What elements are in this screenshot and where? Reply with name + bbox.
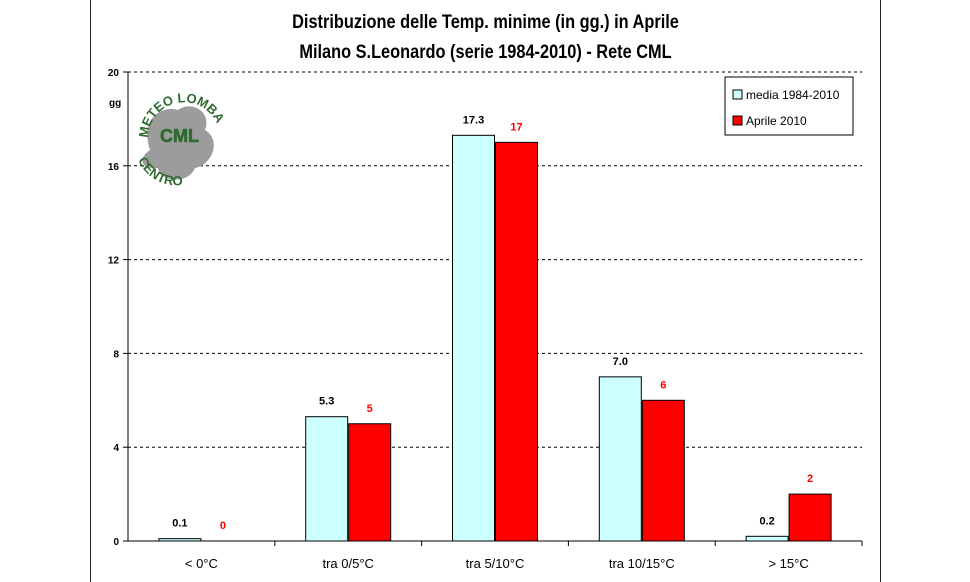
x-tick-label-4: > 15°C	[768, 556, 808, 571]
legend-label-media: media 1984-2010	[746, 88, 840, 102]
chart-title: Distribuzione delle Temp. minime (in gg.…	[292, 12, 679, 33]
legend-label-aprile: Aprile 2010	[746, 114, 807, 128]
legend-swatch-media	[732, 89, 743, 100]
data-label-media-4: 0.2	[759, 515, 774, 527]
cml-logo: METEO LOMBARDO CENTRO CML	[0, 0, 228, 188]
data-label-media-2: 17.3	[463, 114, 484, 126]
bar-aprile-2	[495, 141, 538, 542]
y-unit-label: gg	[109, 98, 121, 109]
x-tick-label-0: < 0°C	[185, 556, 218, 571]
bars	[158, 134, 832, 542]
bar-media-3	[598, 376, 642, 542]
data-label-aprile-1: 5	[367, 403, 373, 415]
data-label-media-1: 5.3	[319, 396, 334, 408]
y-tick-label-8: 8	[113, 349, 119, 360]
legend-swatch-aprile	[732, 115, 743, 126]
bar-aprile-4	[788, 493, 832, 542]
y-tick-label-12: 12	[108, 256, 120, 267]
data-label-aprile-3: 6	[660, 379, 666, 391]
data-label-media-0: 0.1	[172, 518, 187, 530]
bar-media-0	[158, 538, 202, 542]
data-label-aprile-4: 2	[807, 473, 813, 485]
logo-center-text: CML	[160, 126, 199, 146]
legend-box	[724, 76, 854, 136]
data-label-aprile-2: 17	[510, 121, 522, 133]
bar-media-2	[452, 134, 495, 542]
x-tick-label-1: tra 0/5°C	[322, 556, 373, 571]
bar-media-4	[745, 535, 789, 542]
bar-aprile-3	[641, 399, 685, 542]
chart-subtitle: Milano S.Leonardo (serie 1984-2010) - Re…	[299, 42, 672, 63]
y-tick-label-20: 20	[108, 68, 120, 79]
bar-aprile-1	[348, 423, 392, 542]
legend: media 1984-2010 Aprile 2010	[724, 76, 854, 136]
data-label-media-3: 7.0	[613, 356, 628, 368]
data-labels: 0.1 0 5.3 5 17.3 17 7.0 6 0.2 2	[172, 114, 813, 532]
x-tick-label-3: tra 10/15°C	[609, 556, 675, 571]
y-tick-label-16: 16	[108, 162, 120, 173]
bar-media-1	[305, 416, 349, 542]
y-tick-label-4: 4	[113, 443, 119, 454]
lombardy-map-shape	[142, 106, 214, 180]
y-tick-label-0: 0	[113, 537, 119, 548]
x-tick-label-2: tra 5/10°C	[466, 556, 525, 571]
data-label-aprile-0: 0	[220, 520, 226, 532]
